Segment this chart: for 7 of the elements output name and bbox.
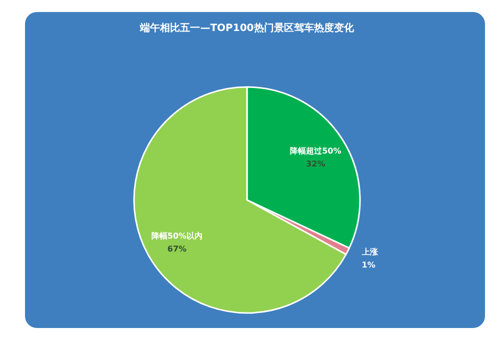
slice-label: 降幅超过50%	[290, 146, 342, 156]
data-label: 32%	[306, 159, 326, 168]
data-label: 1%	[362, 260, 376, 270]
slice-label: 上涨	[360, 247, 379, 256]
data-label: 67%	[167, 244, 187, 254]
slice-label: 降幅50%以内	[151, 231, 203, 240]
chart-title: 端午相比五一—TOP100热门景区驾车热度变化	[139, 22, 355, 34]
